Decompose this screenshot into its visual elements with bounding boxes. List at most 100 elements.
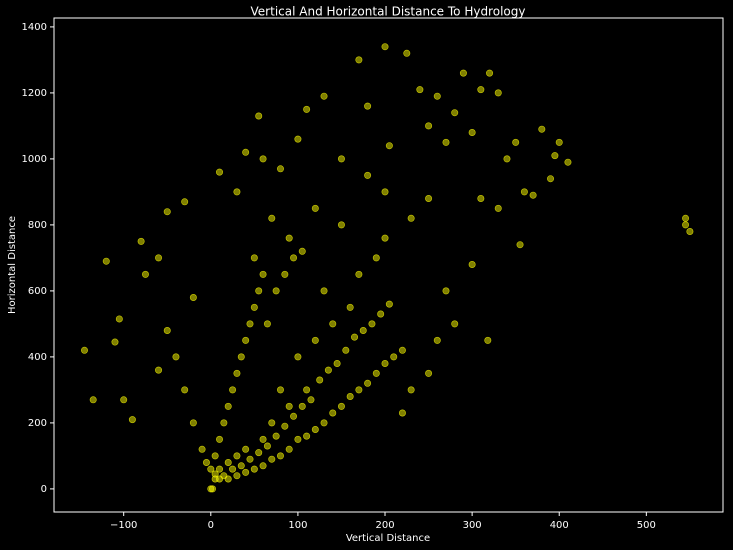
point [686, 228, 694, 236]
point [189, 294, 197, 302]
point [355, 56, 363, 64]
point [237, 353, 245, 361]
y-tick-label: 800 [28, 220, 47, 231]
point [551, 152, 559, 160]
point [209, 485, 217, 493]
point [115, 315, 123, 323]
point [329, 320, 337, 328]
point [242, 468, 250, 476]
point [211, 452, 219, 460]
point [333, 360, 341, 368]
point [233, 188, 241, 196]
point [494, 89, 502, 97]
point [364, 102, 372, 110]
point [364, 379, 372, 387]
point [385, 300, 393, 308]
y-tick-label: 400 [28, 352, 47, 363]
y-axis-label: Horizontal Distance [7, 216, 18, 314]
point [372, 254, 380, 262]
point [189, 419, 197, 427]
point [346, 303, 354, 311]
point [259, 462, 267, 470]
point [529, 191, 537, 199]
point [398, 409, 406, 417]
point [407, 214, 415, 222]
point [329, 409, 337, 417]
point [311, 426, 319, 434]
point [220, 419, 228, 427]
point [246, 320, 254, 328]
point [216, 465, 224, 473]
x-tick-label: 300 [463, 520, 482, 531]
point [324, 366, 332, 374]
point [255, 287, 263, 295]
point [494, 204, 502, 212]
point [516, 241, 524, 249]
point [268, 214, 276, 222]
point [233, 369, 241, 377]
x-tick-label: 100 [288, 520, 307, 531]
point [250, 254, 258, 262]
point [276, 165, 284, 173]
point [181, 198, 189, 206]
x-tick-label: 0 [208, 520, 214, 531]
point [538, 125, 546, 133]
point [320, 92, 328, 100]
point [285, 234, 293, 242]
point [268, 419, 276, 427]
point [250, 303, 258, 311]
point [294, 435, 302, 443]
point [272, 432, 280, 440]
point [682, 214, 690, 222]
point [311, 336, 319, 344]
point [351, 333, 359, 341]
point [202, 459, 210, 467]
y-tick-label: 600 [28, 286, 47, 297]
point [503, 155, 511, 163]
point [172, 353, 180, 361]
point [416, 86, 424, 94]
point [320, 419, 328, 427]
point [298, 247, 306, 255]
point [255, 112, 263, 120]
point [407, 386, 415, 394]
point [229, 386, 237, 394]
point [111, 338, 119, 346]
point [547, 175, 555, 183]
point [451, 109, 459, 117]
point [337, 402, 345, 410]
x-axis-label: Vertical Distance [346, 533, 430, 544]
point [137, 237, 145, 245]
point [259, 435, 267, 443]
y-tick-label: 200 [28, 418, 47, 429]
point [233, 452, 241, 460]
point [433, 336, 441, 344]
point [311, 204, 319, 212]
point [477, 86, 485, 94]
point [242, 148, 250, 156]
point [355, 270, 363, 278]
point [211, 470, 219, 478]
point [272, 287, 280, 295]
point [281, 422, 289, 430]
point [682, 221, 690, 229]
y-tick-label: 1200 [22, 88, 47, 99]
point [128, 416, 136, 424]
point [320, 287, 328, 295]
point [246, 455, 254, 463]
x-tick-label: 200 [375, 520, 394, 531]
point [385, 142, 393, 150]
point [425, 195, 433, 203]
point [281, 270, 289, 278]
point [359, 327, 367, 335]
point [355, 386, 363, 394]
point [233, 472, 241, 480]
point [512, 138, 520, 146]
point [468, 261, 476, 269]
point [451, 320, 459, 328]
point [276, 452, 284, 460]
y-tick-label: 0 [41, 484, 47, 495]
point [477, 195, 485, 203]
point [120, 396, 128, 404]
